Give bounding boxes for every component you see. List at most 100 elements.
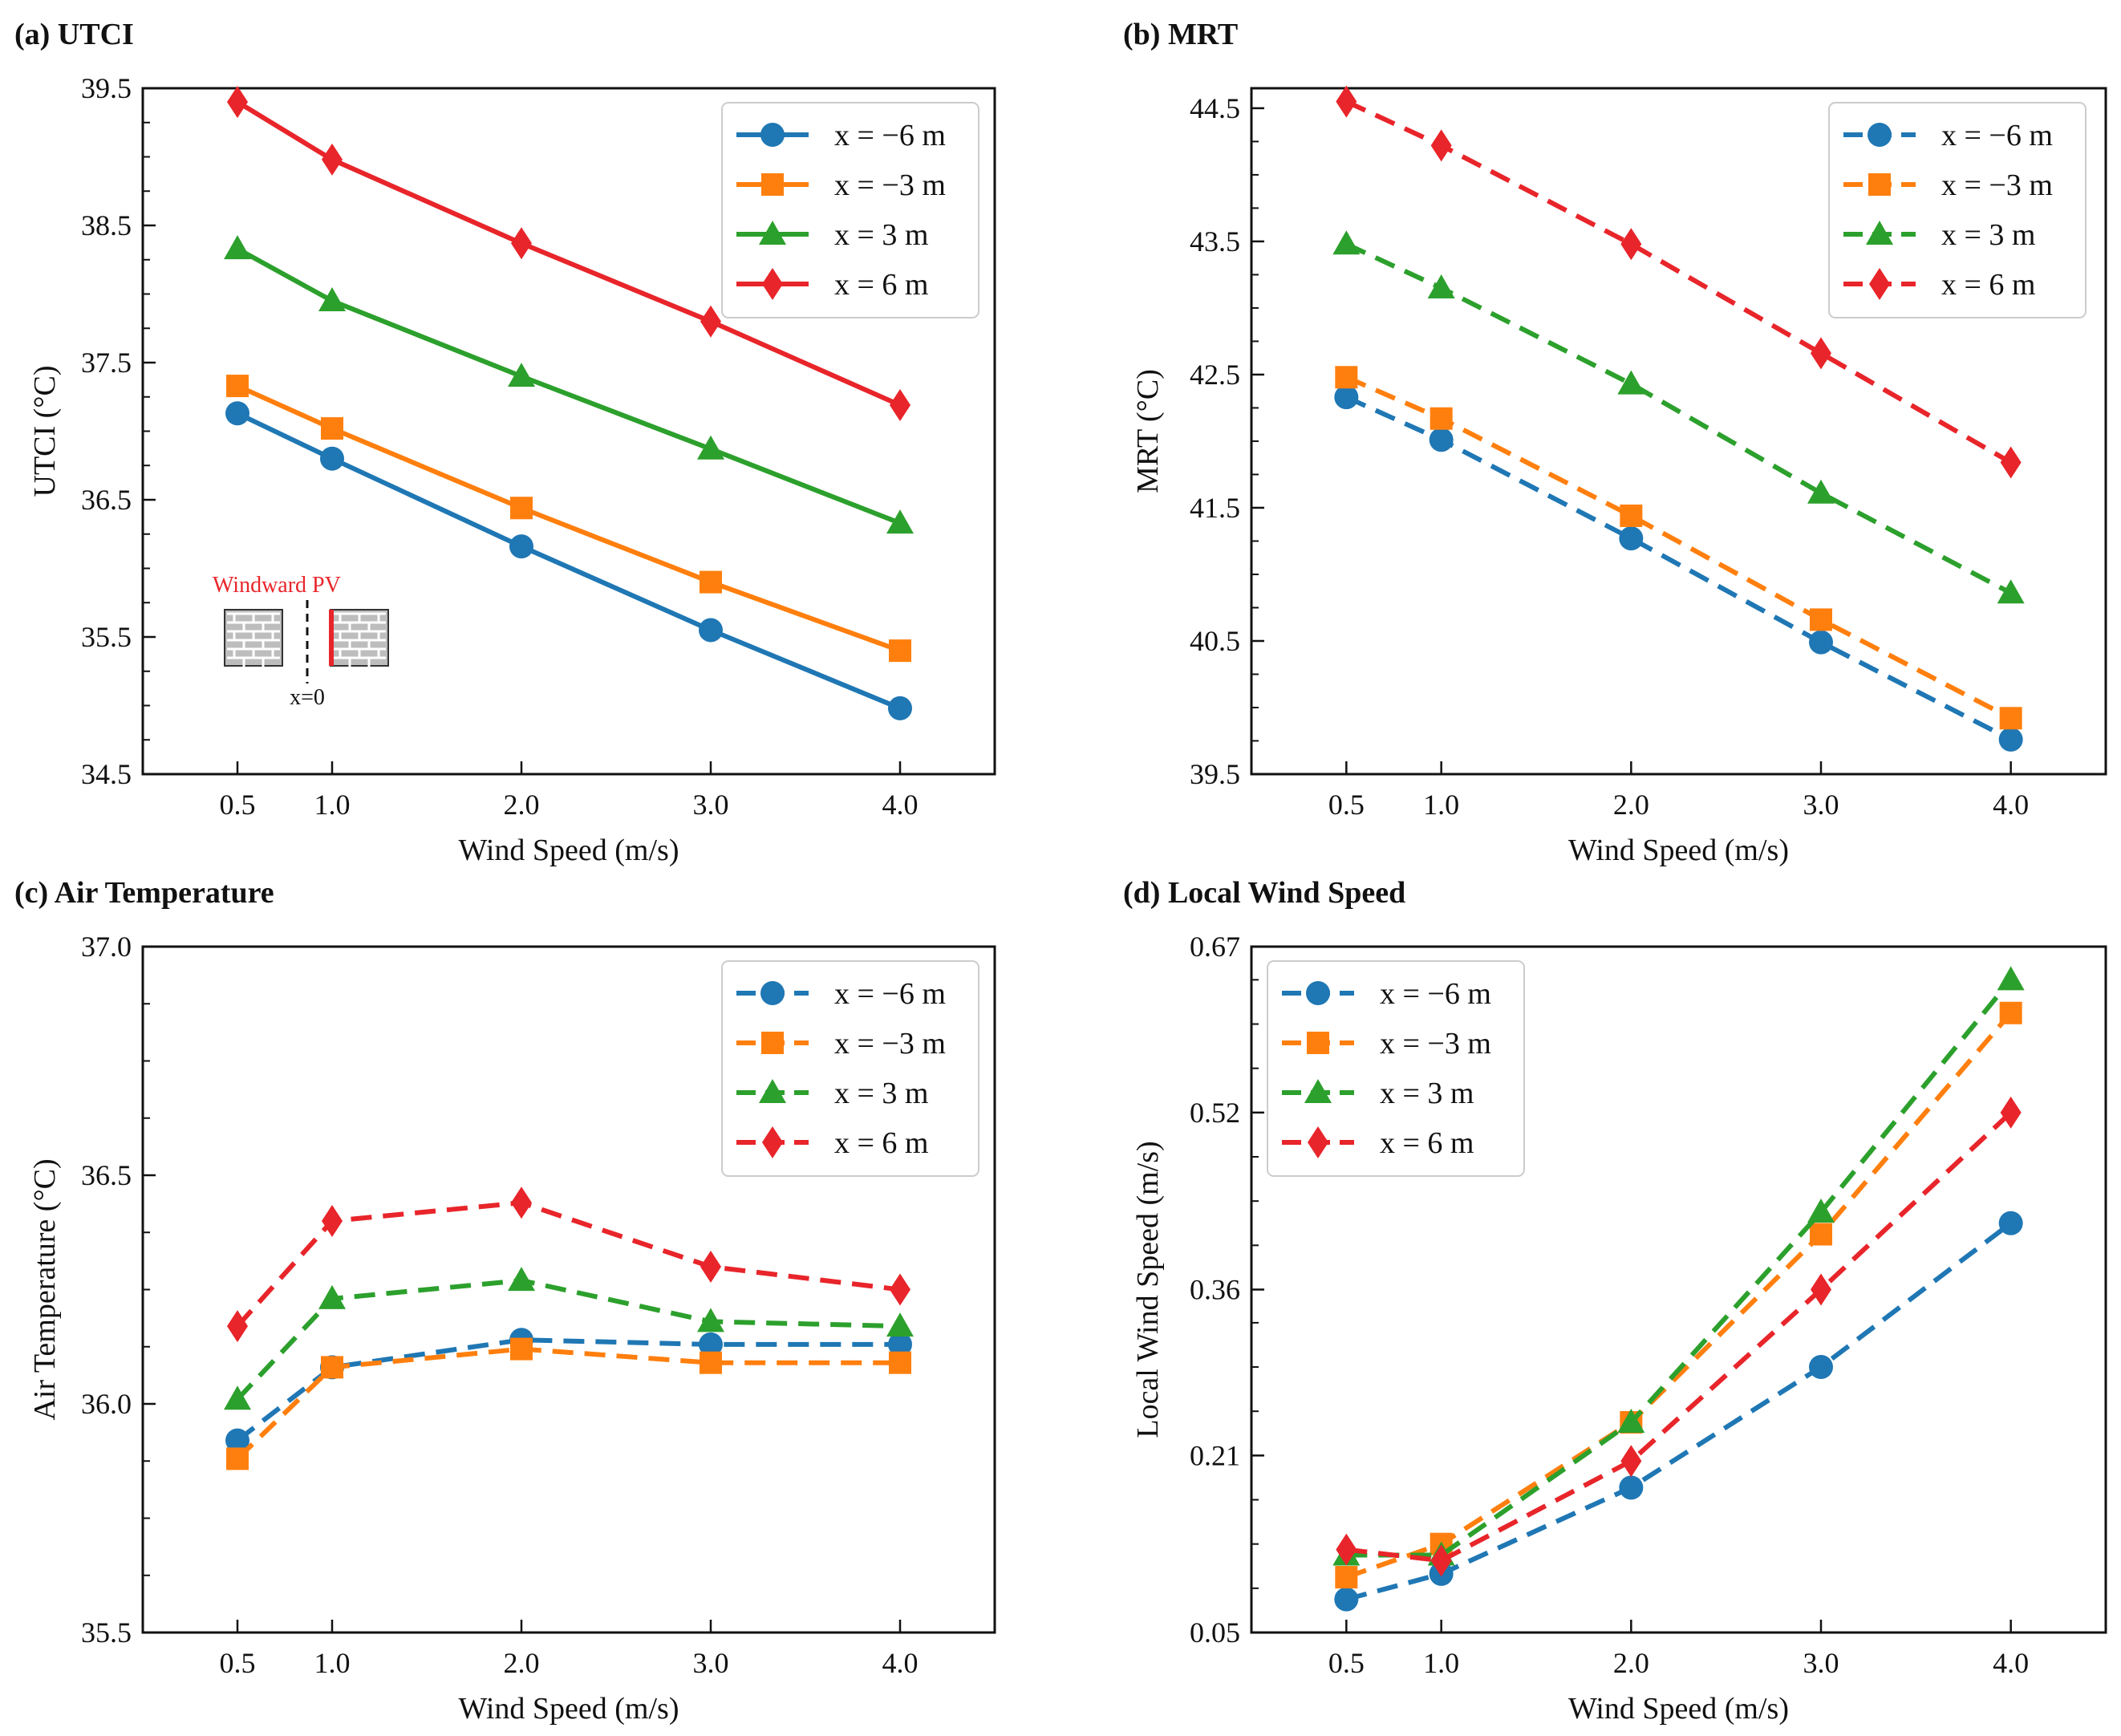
y-tick-label: 37.5: [81, 347, 132, 379]
x-tick-label: 0.5: [1328, 789, 1365, 821]
y-tick-label: 0.05: [1190, 1616, 1240, 1649]
series-line: [1345, 375, 2013, 720]
x-axis-label: Wind Speed (m/s): [1568, 834, 1789, 867]
data-point: [227, 1310, 248, 1343]
data-point: [2000, 446, 2022, 479]
y-tick-label: 38.5: [81, 209, 132, 241]
series-3: [1332, 230, 2025, 604]
data-point: [888, 1332, 912, 1357]
data-point: [1336, 1533, 1357, 1566]
panel-title: (c) Air Temperature: [14, 876, 274, 910]
data-point: [1997, 966, 2025, 991]
series-3: [1332, 966, 2025, 1566]
series-line: [236, 1337, 900, 1442]
series-1: [225, 401, 912, 720]
data-point: [225, 401, 249, 426]
brick-block-icon: [224, 609, 283, 667]
data-point: [1999, 1001, 2022, 1024]
legend-label: x = −6 m: [1941, 119, 2053, 152]
y-tick-label: 39.5: [81, 72, 132, 104]
y-tick-label: 34.5: [81, 758, 132, 790]
data-point: [1334, 385, 1359, 410]
data-point: [227, 86, 248, 119]
y-tick-label: 39.5: [1190, 758, 1240, 790]
data-point: [225, 1428, 249, 1453]
data-point: [1335, 366, 1358, 389]
data-point: [508, 1267, 535, 1292]
x-tick-label: 2.0: [1613, 789, 1649, 821]
data-point: [226, 375, 249, 398]
data-point: [1809, 630, 1833, 655]
series-line: [1345, 395, 2013, 742]
data-point: [320, 446, 344, 471]
x-tick-label: 2.0: [504, 1647, 540, 1679]
legend-marker: [760, 123, 785, 147]
x-tick-label: 0.5: [1328, 1647, 1365, 1679]
x-axis-label: Wind Speed (m/s): [459, 1692, 679, 1726]
data-point: [321, 417, 343, 440]
data-point: [509, 534, 533, 559]
legend-label: x = 6 m: [1380, 1126, 1474, 1160]
y-tick-label: 36.0: [81, 1388, 132, 1420]
data-point: [1810, 1223, 1832, 1246]
legend-label: x = 6 m: [1941, 268, 2036, 302]
data-point: [1430, 407, 1453, 430]
data-point: [889, 1351, 911, 1374]
legend-marker: [1304, 1079, 1332, 1103]
x-tick-label: 3.0: [1803, 789, 1839, 821]
legend-marker: [1307, 1032, 1329, 1054]
series-4: [1336, 85, 2022, 479]
x-tick-label: 3.0: [1803, 1647, 1839, 1679]
y-tick-label: 42.5: [1190, 359, 1240, 391]
data-point: [1430, 129, 1452, 162]
y-axis-label: UTCI (°C): [28, 365, 62, 497]
legend-box: [1828, 102, 2087, 318]
legend-marker: [1308, 1126, 1328, 1158]
data-point: [699, 618, 723, 643]
data-point: [1998, 1211, 2023, 1235]
legend-label: x = −3 m: [834, 168, 946, 202]
legend-marker: [1869, 268, 1890, 300]
data-point: [890, 1273, 910, 1306]
data-point: [1810, 608, 1832, 631]
series-4: [1336, 1096, 2022, 1577]
legend-marker: [759, 221, 786, 245]
data-point: [1620, 1445, 1642, 1478]
data-point: [697, 1308, 724, 1332]
series-1: [1334, 1211, 2023, 1612]
series-1: [1334, 385, 2023, 752]
data-point: [510, 1337, 533, 1361]
inset-axis-label: x=0: [290, 685, 325, 710]
x-tick-label: 1.0: [1423, 1647, 1459, 1679]
series-2: [1335, 366, 2022, 730]
x-tick-label: 4.0: [1993, 1647, 2029, 1679]
legend: x = −6 m x = −3 m x = 3 m x = 6 m: [1267, 960, 1525, 1177]
legend-marker: [762, 268, 783, 300]
series-2: [226, 375, 911, 663]
legend-box: [721, 960, 979, 1177]
brick-block-icon: [330, 609, 389, 667]
data-point: [1998, 727, 2023, 752]
data-point: [1999, 707, 2022, 730]
legend-label: x = −3 m: [1941, 168, 2053, 202]
data-point: [224, 1385, 251, 1410]
legend-marker: [1866, 221, 1893, 245]
data-point: [697, 435, 724, 460]
x-tick-label: 1.0: [314, 789, 351, 821]
data-point: [1617, 370, 1645, 395]
data-point: [1334, 1587, 1359, 1612]
y-tick-label: 43.5: [1190, 225, 1240, 258]
y-tick-label: 35.5: [81, 1616, 132, 1649]
series-4: [227, 86, 910, 422]
y-tick-label: 44.5: [1190, 92, 1240, 124]
y-axis-label: Local Wind Speed (m/s): [1131, 1141, 1165, 1438]
data-point: [1619, 1475, 1644, 1500]
legend-marker: [761, 1032, 784, 1054]
panel-title: (d) Local Wind Speed: [1123, 876, 1405, 910]
panel-4: (d) Local Wind Speed 0.05 0.21 0.36 0.52 0.67…: [1123, 876, 2107, 1726]
data-point: [889, 639, 911, 663]
y-tick-label: 37.0: [81, 931, 132, 963]
data-point: [700, 305, 721, 338]
data-point: [1429, 428, 1454, 452]
